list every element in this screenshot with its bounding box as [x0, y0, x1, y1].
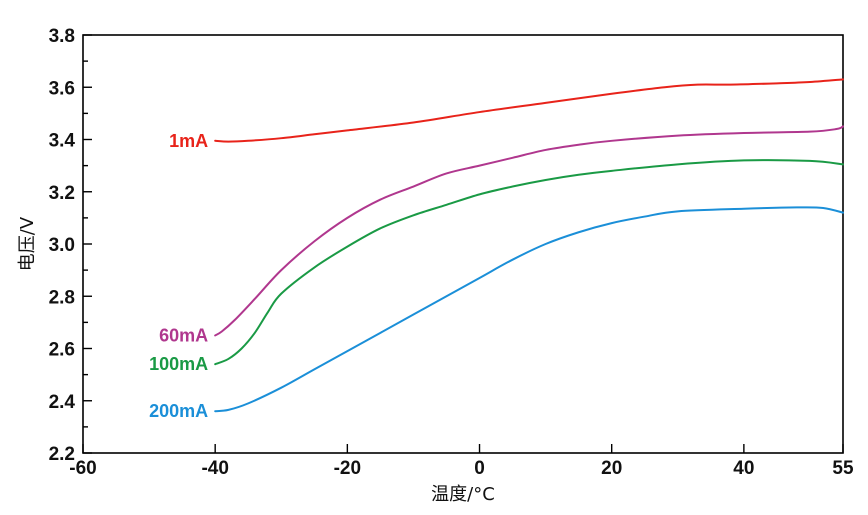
- series-labels: 1mA 60mA 100mA 200mA: [149, 131, 208, 421]
- series-label-1ma: 1mA: [169, 131, 208, 151]
- plot-frame: [82, 34, 844, 454]
- series-line-1ma: [214, 78, 844, 143]
- y-tick-label: 3.4: [49, 131, 76, 152]
- series-label-100ma: 100mA: [149, 354, 208, 374]
- y-tick-label: 2.2: [49, 444, 75, 465]
- y-tick-label: 3.8: [49, 26, 75, 47]
- x-tick-label: 40: [733, 458, 754, 479]
- x-tick-label: 55: [832, 458, 854, 479]
- series-line-60ma: [214, 125, 844, 337]
- y-axis-title: 电压/V: [17, 216, 38, 271]
- y-tick-label: 3.2: [49, 183, 75, 204]
- axes: 2.2 2.4 2.6 2.8 3.0 3.2 3.4 3.6 3.8 -60 -40 -20 0 20 4…: [49, 26, 854, 479]
- series-line-100ma: [214, 159, 844, 366]
- series-group: [214, 78, 844, 413]
- x-tick-label: -20: [334, 458, 361, 479]
- y-tick-label: 2.8: [49, 287, 75, 308]
- x-tick-label: 20: [601, 458, 622, 479]
- x-tick-label: -60: [69, 458, 96, 479]
- x-tick-label: -40: [201, 458, 228, 479]
- y-tick-label: 2.4: [49, 392, 76, 413]
- y-tick-label: 3.0: [49, 235, 75, 256]
- x-axis-title: 温度/°C: [431, 484, 495, 505]
- x-tick-label: 0: [474, 458, 485, 479]
- series-line-200ma: [214, 206, 844, 413]
- y-tick-label: 2.6: [49, 340, 75, 361]
- y-tick-label: 3.6: [49, 78, 75, 99]
- series-label-60ma: 60mA: [159, 325, 208, 345]
- series-label-200ma: 200mA: [149, 401, 208, 421]
